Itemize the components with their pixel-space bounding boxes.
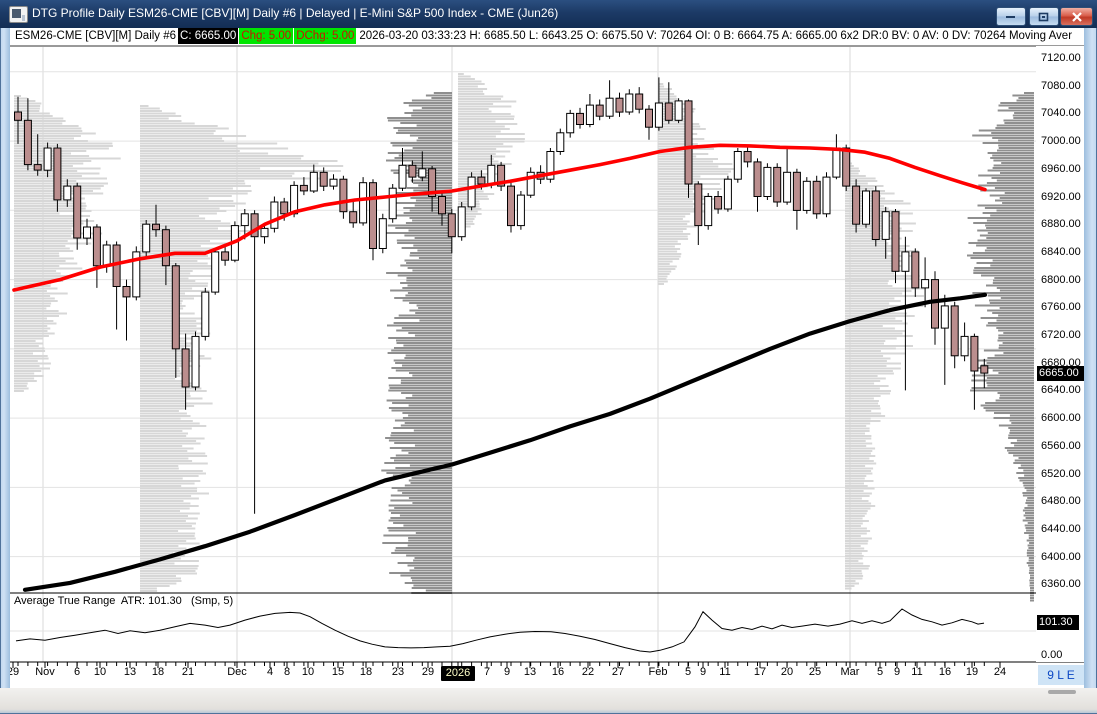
price-axis-label: 7000.00 <box>1041 135 1081 147</box>
window-frame-bottom <box>0 688 1097 714</box>
price-axis-label: 6360.00 <box>1041 578 1081 590</box>
price-axis-label: 6640.00 <box>1041 384 1081 396</box>
atr-smoothing-label: (Smp, 5) <box>190 595 234 607</box>
price-axis-label: 6960.00 <box>1041 163 1081 175</box>
candles <box>14 93 989 388</box>
x-axis-label: 23 <box>391 666 405 678</box>
window-title: DTG Profile Daily ESM26-CME [CBV][M] Dai… <box>32 6 559 20</box>
x-axis-label: 15 <box>331 666 345 678</box>
chart-app-icon <box>9 6 28 23</box>
x-axis-label: 10 <box>301 666 315 678</box>
x-axis-label: Nov <box>35 666 55 678</box>
close-button[interactable] <box>1060 7 1093 26</box>
info-segment: DChg: 5.00 <box>294 28 357 44</box>
x-axis-label: 25 <box>808 666 822 678</box>
x-axis-label: 16 <box>551 666 565 678</box>
x-axis-label: 4 <box>266 666 274 678</box>
axis-ticks <box>12 662 1001 668</box>
x-axis-label: 11 <box>911 666 923 678</box>
price-axis-label: 6800.00 <box>1041 274 1081 286</box>
price-axis-label: 6760.00 <box>1041 301 1081 313</box>
price-axis-label: 6840.00 <box>1041 246 1081 258</box>
close-icon <box>1071 11 1082 22</box>
atr-current-value: 101.30 <box>1039 616 1073 628</box>
title-bar[interactable]: DTG Profile Daily ESM26-CME [CBV][M] Dai… <box>0 0 1097 29</box>
resize-grip[interactable] <box>1048 690 1076 694</box>
x-axis-label: 22 <box>581 666 595 678</box>
atr-value-box: 101.30 <box>1037 615 1079 630</box>
x-axis-label: 7 <box>483 666 491 678</box>
x-axis-label: 11 <box>719 666 731 678</box>
x-axis-label: 27 <box>611 666 625 678</box>
price-axis-label: 6560.00 <box>1041 440 1081 452</box>
x-axis-label: 9 <box>503 666 511 678</box>
x-axis-label: 29 <box>421 666 435 678</box>
info-segment: Chg: 5.00 <box>239 28 294 44</box>
x-axis-label: 5 <box>876 666 884 678</box>
atr-title: Average True Range <box>14 595 116 607</box>
time-axis[interactable]: 29 Nov 6 10 13 18 21 Dec 4 8 10 15 18 23 29 2026 7 9 13 16 2… <box>7 664 1084 688</box>
price-axis-label: 6720.00 <box>1041 329 1081 341</box>
ma-black-slow <box>22 292 988 592</box>
minimize-button[interactable] <box>996 7 1026 26</box>
restore-icon <box>1038 12 1049 21</box>
price-axis-label: 7040.00 <box>1041 107 1081 119</box>
price-axis-label: 6880.00 <box>1041 218 1081 230</box>
minimize-icon <box>1006 16 1015 18</box>
quote-info-bar: ESM26-CME [CBV][M] Daily #6 C: 6665.00 Ch… <box>10 28 1084 46</box>
x-axis-label: 5 <box>684 666 692 678</box>
price-axis-label: 6920.00 <box>1041 191 1081 203</box>
x-axis-label: Mar <box>840 666 860 678</box>
x-axis-label: 18 <box>359 666 373 678</box>
price-axis-label: 6520.00 <box>1041 468 1081 480</box>
atr-line <box>15 608 985 653</box>
x-axis-label: 19 <box>965 666 979 678</box>
price-axis[interactable]: 7120.00 7080.00 7040.00 7000.00 6960.00 6920.… <box>1036 46 1084 662</box>
x-axis-label: 17 <box>753 666 767 678</box>
last-price-value: 6665.00 <box>1039 367 1079 379</box>
atr-caption: Average True Range ATR: 101.30 (Smp, 5) <box>14 595 233 607</box>
price-axis-label: 6600.00 <box>1041 412 1081 424</box>
x-axis-label: Dec <box>227 666 247 678</box>
info-segment: ESM26-CME [CBV][M] Daily #6 <box>15 30 177 42</box>
price-axis-label: 6400.00 <box>1041 551 1081 563</box>
atr-zero-label: 0.00 <box>1041 649 1063 661</box>
volume-profile-current-composite <box>967 92 1034 602</box>
x-axis-label: 13 <box>523 666 537 678</box>
volume-profile-dec-composite <box>381 92 452 594</box>
x-axis-label: 6 <box>73 666 81 678</box>
x-axis-label: Feb <box>648 666 668 678</box>
info-segment: C: 6665.00 <box>178 28 239 44</box>
x-axis-label: 9 <box>893 666 901 678</box>
x-axis-label: 9 <box>699 666 707 678</box>
x-axis-label: 16 <box>938 666 952 678</box>
x-axis-label: 8 <box>283 666 291 678</box>
price-axis-label: 7120.00 <box>1041 52 1081 64</box>
info-segment: 2026-03-20 03:33:23 H: 6685.50 L: 6643.2… <box>359 30 1073 42</box>
x-axis-label: 20 <box>780 666 794 678</box>
atr-value-label: ATR: 101.30 <box>120 595 182 607</box>
window-frame-right[interactable] <box>1084 28 1097 714</box>
last-price-box: 6665.00 <box>1037 366 1084 381</box>
x-axis-label: 18 <box>151 666 165 678</box>
chart-app-icon-screen <box>12 9 21 18</box>
price-axis-label: 6440.00 <box>1041 523 1081 535</box>
x-axis-label: 13 <box>123 666 137 678</box>
window-frame-left <box>0 28 10 714</box>
bar-status: 9 L E <box>1038 665 1084 685</box>
restore-button[interactable] <box>1029 7 1059 26</box>
chart-app-icon-detail <box>22 15 25 21</box>
x-axis-label: 21 <box>181 666 195 678</box>
chart-canvas[interactable] <box>10 46 1084 688</box>
ma-red-fast <box>12 143 987 292</box>
price-axis-label: 6480.00 <box>1041 495 1081 507</box>
x-axis-label: 10 <box>93 666 107 678</box>
x-axis-label: 24 <box>993 666 1007 678</box>
x-axis-label-highlight: 2026 <box>441 666 475 681</box>
price-axis-label: 7080.00 <box>1041 80 1081 92</box>
